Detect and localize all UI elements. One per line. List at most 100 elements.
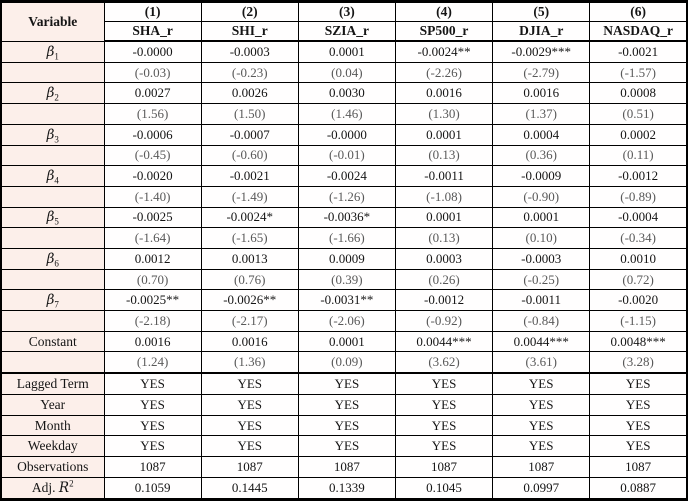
value-cell: 0.0044*** [492,330,591,353]
value-cell: -0.0003 [200,40,299,63]
table-row: β1 -0.0000 -0.0003 0.0001 -0.0024** -0.0029**… [0,40,688,63]
value-cell: -0.0026** [200,289,299,312]
tstat-cell: (-1.64) [103,227,202,249]
model-number-header: (2) [200,1,299,22]
value-cell: 0.1045 [394,476,494,501]
row-label-cell [0,310,105,332]
row-label-cell [0,103,105,125]
row-label: β [46,126,55,143]
table-row: (1.24) (1.36) (0.09) (3.62) (3.61) (3.28) [0,351,688,374]
value-cell: -0.0012 [589,165,688,187]
value-cell: YES [589,372,688,396]
table-row: β6 0.0012 0.0013 0.0009 0.0003 -0.0003 0.0010 [0,247,688,270]
tstat-cell: (-1.66) [297,227,396,249]
value-cell: 0.0012 [103,247,202,270]
value-cell: 0.0997 [492,476,591,501]
value-cell: 0.0001 [297,40,396,63]
tstat-cell: (-1.49) [200,185,299,208]
variable-column-header: Variable [0,1,105,42]
value-cell: YES [103,394,202,416]
value-cell: 0.0001 [394,206,494,229]
row-label-cell: Lagged Term [0,372,105,396]
row-label-subscript: 1 [54,51,59,62]
table-row: β2 0.0027 0.0026 0.0030 0.0016 0.0016 0.0008 [0,82,688,105]
tstat-cell: (0.13) [394,227,494,249]
tstat-cell: (0.13) [394,144,494,167]
table-row: (1.56) (1.50) (1.46) (1.30) (1.37) (0.51) [0,103,688,125]
row-label: Weekday [27,438,78,454]
value-cell: -0.0011 [394,165,494,187]
value-cell: -0.0024* [200,206,299,229]
value-cell: YES [589,394,688,416]
tstat-cell: (1.30) [394,103,494,125]
tstat-cell: (-1.26) [297,185,396,208]
value-cell: 0.0044*** [394,330,494,353]
row-label-cell: β6 [0,247,105,270]
dependent-variable-header: SHI_r [200,21,299,42]
value-cell: 0.0004 [492,123,591,146]
tstat-cell: (3.61) [492,351,591,374]
dependent-variable-header: SHA_r [103,21,202,42]
model-number-header: (3) [297,1,396,22]
value-cell: 1087 [492,456,591,478]
tstat-cell: (0.51) [589,103,688,125]
row-label-subscript: 7 [54,299,59,310]
value-cell: 0.0026 [200,82,299,105]
row-label: β [46,85,55,102]
value-cell: 0.0001 [297,330,396,353]
tstat-cell: (1.37) [492,103,591,125]
header-row-model-numbers: Variable (1) (2) (3) (4) (5) (6) [0,1,688,42]
row-label-cell: Constant [0,330,105,353]
tstat-cell: (0.26) [394,268,494,291]
row-label: Adj. [31,479,59,495]
tstat-cell: (-0.90) [492,185,591,208]
value-cell: YES [103,372,202,396]
model-number-header: (6) [589,1,688,22]
table-row: β7 -0.0025** -0.0026** -0.0031** -0.0012 -0.0… [0,289,688,312]
value-cell: 0.0016 [200,330,299,353]
value-cell: 0.0003 [394,247,494,270]
value-cell: 0.0016 [492,82,591,105]
tstat-cell: (0.11) [589,144,688,167]
value-cell: -0.0020 [589,289,688,312]
row-label-subscript: 5 [54,217,59,228]
row-label-cell: Adj. R2 [0,476,105,501]
model-number-header: (1) [103,1,202,22]
value-cell: YES [103,435,202,458]
tstat-cell: (-0.45) [103,144,202,167]
table-row: β5 -0.0025 -0.0024* -0.0036* 0.0001 0.0001 -0.… [0,206,688,229]
tstat-cell: (0.76) [200,268,299,291]
value-cell: -0.0007 [200,123,299,146]
tstat-cell: (1.36) [200,351,299,374]
row-label: β [46,43,55,60]
row-label-cell: β5 [0,206,105,229]
value-cell: YES [297,435,396,458]
table-row: (-0.45) (-0.60) (-0.01) (0.13) (0.36) (0.11) [0,144,688,167]
value-cell: YES [492,435,591,458]
tstat-cell: (3.62) [394,351,494,374]
value-cell: -0.0036* [297,206,396,229]
table-row: Constant 0.0016 0.0016 0.0001 0.0044*** 0.004… [0,330,688,353]
row-label-cell [0,268,105,291]
tstat-cell: (-0.92) [394,310,494,332]
value-cell: 0.1059 [103,476,202,501]
value-cell: 1087 [297,456,396,478]
value-cell: -0.0012 [394,289,494,312]
row-label-cell: β3 [0,123,105,146]
value-cell: YES [492,394,591,416]
tstat-cell: (-1.15) [589,310,688,332]
value-cell: -0.0024** [394,40,494,63]
tstat-cell: (-0.34) [589,227,688,249]
value-cell: 1087 [394,456,494,478]
dependent-variable-header: SZIA_r [297,21,396,42]
tstat-cell: (0.72) [589,268,688,291]
value-cell: 0.0002 [589,123,688,146]
value-cell: YES [394,414,494,437]
value-cell: YES [394,394,494,416]
value-cell: 0.0048*** [589,330,688,353]
tstat-cell: (-2.26) [394,61,494,84]
row-label: β [46,292,55,309]
value-cell: YES [103,414,202,437]
value-cell: YES [492,372,591,396]
tstat-cell: (-2.17) [200,310,299,332]
